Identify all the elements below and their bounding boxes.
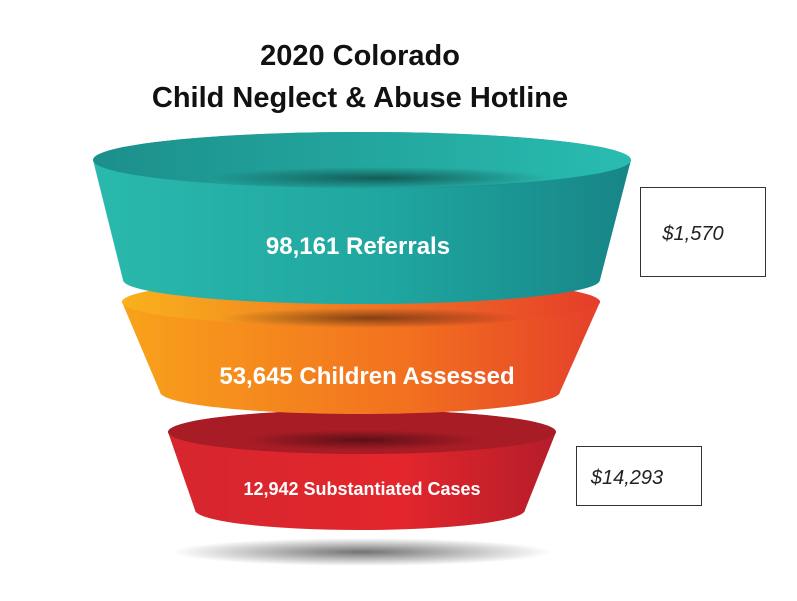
shadow <box>172 538 552 566</box>
funnel-inner <box>220 308 520 328</box>
side-box-text: $14,293 <box>590 467 663 489</box>
stage-label: 98,161 Referrals <box>266 233 450 260</box>
side-box <box>640 187 766 277</box>
side-box <box>576 446 702 506</box>
stage-label: 53,645 Children Assessed <box>219 363 514 390</box>
title-line-2: Child Neglect & Abuse Hotline <box>152 82 568 114</box>
funnel-inner <box>242 430 482 450</box>
title-line-1: 2020 Colorado <box>260 40 460 72</box>
side-box-text: $1,570 <box>661 223 723 245</box>
stage-label: 12,942 Substantiated Cases <box>243 479 480 499</box>
funnel-inner <box>210 167 550 189</box>
